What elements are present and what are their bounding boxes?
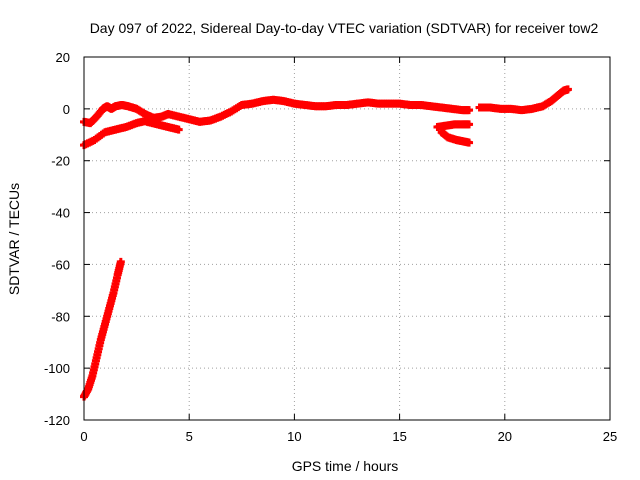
y-tick-label: -100 (44, 361, 70, 376)
x-tick-label: 15 (392, 429, 406, 444)
y-tick-label: -80 (51, 309, 70, 324)
series-arc-mid-17h (433, 120, 474, 132)
x-tick-label: 0 (80, 429, 87, 444)
axis-ticks (83, 56, 611, 421)
data-point (143, 116, 152, 125)
series-arc-late (475, 85, 572, 115)
plot-frame (83, 56, 611, 421)
data-point (563, 85, 572, 94)
y-tick-labels: -120 -100 -80 -60 -40 -20 0 20 (44, 50, 70, 428)
data-point (174, 125, 183, 134)
data-marks (80, 85, 572, 401)
y-tick-label: -120 (44, 413, 70, 428)
series-arc-drop-17h (437, 128, 474, 147)
y-tick-label: -20 (51, 154, 70, 169)
data-point (465, 120, 474, 129)
y-tick-label: 20 (56, 50, 70, 65)
data-point (465, 138, 474, 147)
y-tick-label: 0 (63, 102, 70, 117)
x-tick-label: 5 (186, 429, 193, 444)
x-tick-label: 20 (498, 429, 512, 444)
series-arc-steep-rise (80, 257, 125, 401)
x-tick-label: 10 (287, 429, 301, 444)
series-main-arc (80, 95, 474, 128)
data-point (465, 106, 474, 115)
y-tick-label: -60 (51, 257, 70, 272)
series-arc-early-dip (143, 117, 183, 134)
x-tick-label: 25 (603, 429, 617, 444)
y-tick-label: -40 (51, 206, 70, 221)
y-axis-label: SDTVAR / TECUs (6, 183, 22, 295)
x-tick-labels: 0 5 10 15 20 25 (80, 429, 617, 444)
data-point (116, 257, 125, 266)
x-axis-label: GPS time / hours (292, 458, 399, 474)
chart-title: Day 097 of 2022, Sidereal Day-to-day VTE… (90, 20, 599, 36)
